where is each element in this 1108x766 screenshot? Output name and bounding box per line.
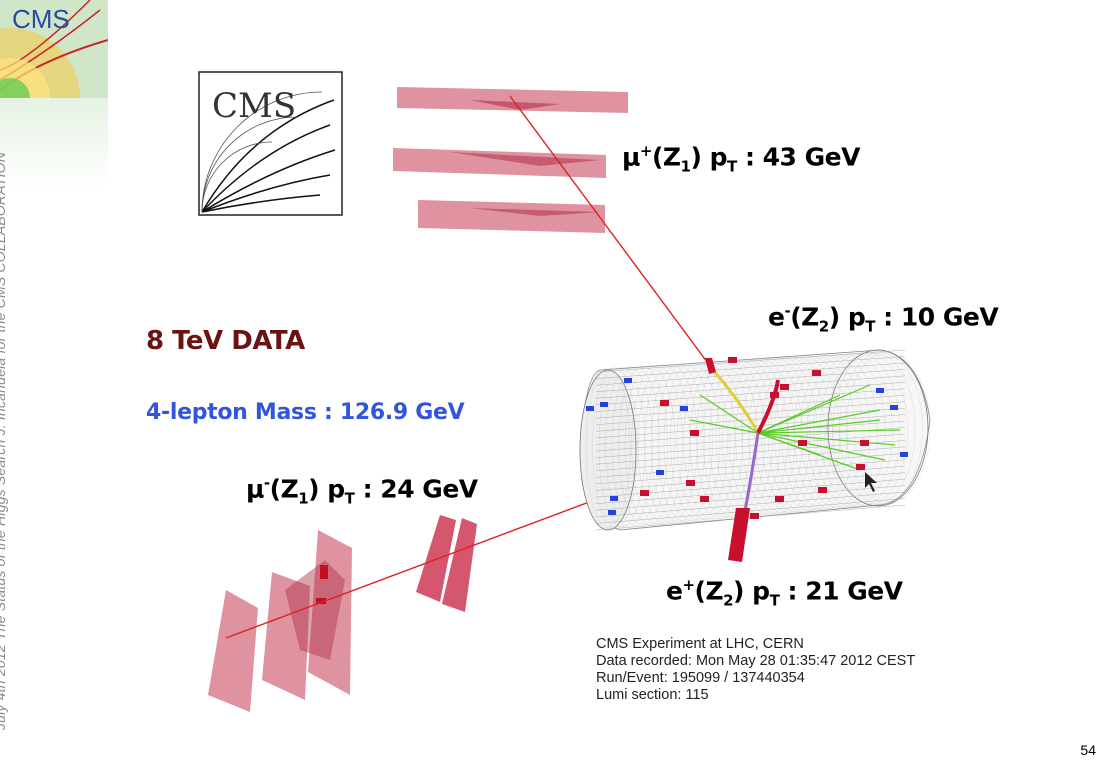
event-info-line: CMS Experiment at LHC, CERN: [596, 636, 804, 652]
cms-logo-box: [198, 71, 343, 216]
lower-muon-chambers: [208, 515, 477, 712]
corner-logo-fade: [0, 98, 108, 188]
electron-plus-label: e+(Z2) pT : 21 GeV: [666, 576, 903, 610]
electron-tower: [728, 508, 750, 562]
calorimeter-hits: [586, 357, 908, 519]
corner-logo-text: CMS: [12, 4, 70, 34]
upper-muon-chambers: [393, 87, 628, 233]
tower-up: [756, 379, 780, 434]
event-info-line: Lumi section: 115: [596, 687, 709, 703]
muon-plus-track: [509, 95, 714, 371]
page-number: 54: [1080, 742, 1096, 758]
four-lepton-mass-label: 4-lepton Mass : 126.9 GeV: [146, 400, 465, 425]
muon-minus-label: μ-(Z1) pT : 24 GeV: [246, 474, 478, 508]
event-info-line: Data recorded: Mon May 28 01:35:47 2012 …: [596, 653, 916, 669]
green-tracks: [689, 384, 901, 471]
data-energy-label: 8 TeV DATA: [146, 326, 305, 356]
cursor-arrow: [865, 472, 877, 492]
muon-plus-label: μ+(Z1) pT : 43 GeV: [622, 142, 860, 176]
electron-minus-label: e-(Z2) pT : 10 GeV: [768, 302, 999, 336]
corner-cms-logo: CMS: [0, 0, 108, 98]
event-info: CMS Experiment at LHC, CERN Data recorde…: [596, 636, 915, 704]
event-info-line: Run/Event: 195099 / 137440354: [596, 670, 805, 686]
cms-logo-text: CMS: [212, 86, 297, 126]
corner-logo-graphic: [0, 0, 108, 98]
